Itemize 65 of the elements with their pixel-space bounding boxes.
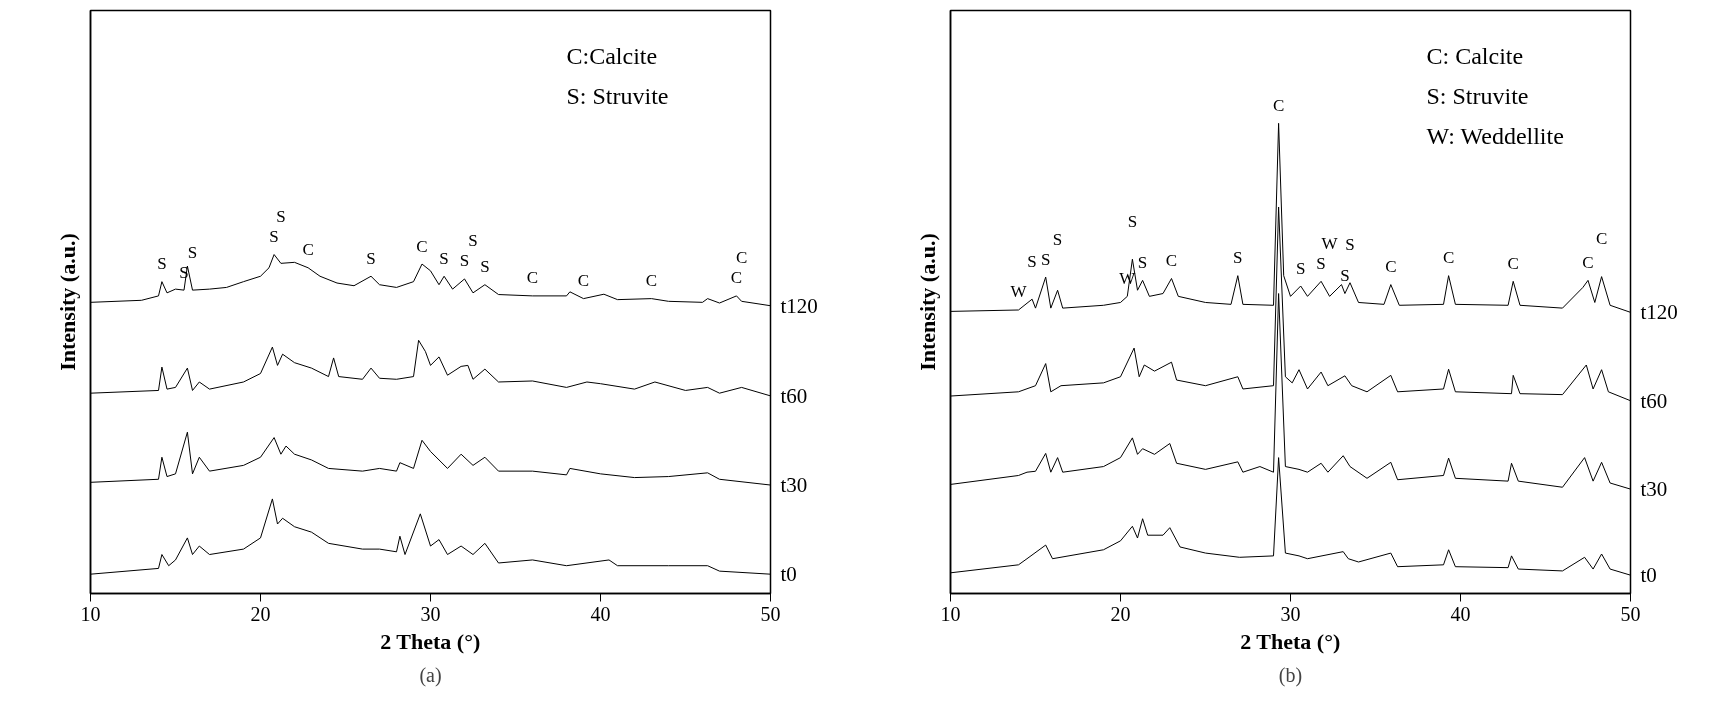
- series-label: t60: [780, 383, 808, 408]
- annotation: S: [1027, 251, 1037, 271]
- text: C:Calcite: [566, 42, 658, 69]
- text: S: Struvite: [1426, 82, 1529, 109]
- x-tick-label: 30: [420, 602, 441, 625]
- series-label: t60: [1640, 388, 1668, 413]
- annotation: S: [1052, 229, 1063, 249]
- x-tick-label: 20: [250, 602, 271, 625]
- annotation: C: [735, 248, 748, 268]
- x-tick-label: 10: [940, 602, 961, 625]
- annotation: S: [1127, 211, 1138, 231]
- annotation: S: [1345, 235, 1355, 255]
- annotation: C: [1595, 229, 1608, 249]
- annotation: C: [1272, 95, 1285, 115]
- y-axis-title: Intensity (a.u.): [54, 233, 80, 371]
- x-axis-title: 2 Theta (°): [1240, 628, 1341, 654]
- text: (b): [1278, 663, 1303, 687]
- annotation: C: [1165, 250, 1178, 270]
- annotation: W: Weddellite: [1426, 122, 1564, 149]
- x-tick-label: 40: [1450, 602, 1471, 625]
- series-label: t120: [780, 293, 818, 318]
- text: (a): [419, 663, 442, 687]
- annotation: S: [157, 254, 167, 274]
- annotation: S: [1316, 253, 1326, 273]
- series-label: t120: [1640, 300, 1678, 325]
- series-label: t30: [780, 473, 808, 498]
- x-axis-title: 2 Theta (°): [380, 628, 481, 654]
- series-label: t0: [780, 562, 797, 587]
- annotation: S: [1137, 252, 1148, 272]
- annotation: C: [1582, 252, 1594, 272]
- annotation: S: [1295, 258, 1306, 278]
- annotation: W: [1010, 282, 1028, 302]
- annotation: S: [1233, 248, 1243, 268]
- annotation: C: [645, 271, 658, 291]
- annotation: S: [366, 248, 376, 268]
- x-tick-label: 50: [760, 602, 781, 625]
- annotation: C: [416, 236, 428, 256]
- annotation: C: [1507, 253, 1519, 273]
- annotation: C: [577, 271, 590, 291]
- annotation: C: [1385, 257, 1397, 277]
- annotation: S: [1040, 249, 1051, 269]
- annotation: C: [302, 240, 314, 260]
- annotation: W: [1119, 268, 1137, 288]
- annotation: S: [480, 257, 490, 277]
- annotation: S: [468, 231, 478, 251]
- annotation: W: [1321, 233, 1339, 253]
- text: S: Struvite: [566, 82, 669, 109]
- annotation: C: [526, 268, 539, 288]
- x-tick-label: 40: [590, 602, 611, 625]
- x-tick-label: 10: [80, 602, 101, 625]
- x-tick-label: 20: [1110, 602, 1131, 625]
- series-label: t0: [1640, 563, 1657, 588]
- annotation: S: [439, 248, 449, 268]
- annotation: S: [187, 242, 198, 262]
- x-tick-label: 50: [1620, 602, 1641, 625]
- annotation: S: [269, 227, 279, 247]
- annotation: S: [1340, 266, 1350, 286]
- annotation: S: [459, 251, 470, 271]
- y-axis-title: Intensity (a.u.): [914, 233, 940, 371]
- text: C: Calcite: [1426, 42, 1524, 69]
- annotation: S: [276, 207, 286, 227]
- series-label: t30: [1640, 477, 1668, 502]
- annotation: C: [1442, 248, 1455, 268]
- annotation: C: [730, 268, 743, 288]
- x-tick-label: 30: [1280, 602, 1301, 625]
